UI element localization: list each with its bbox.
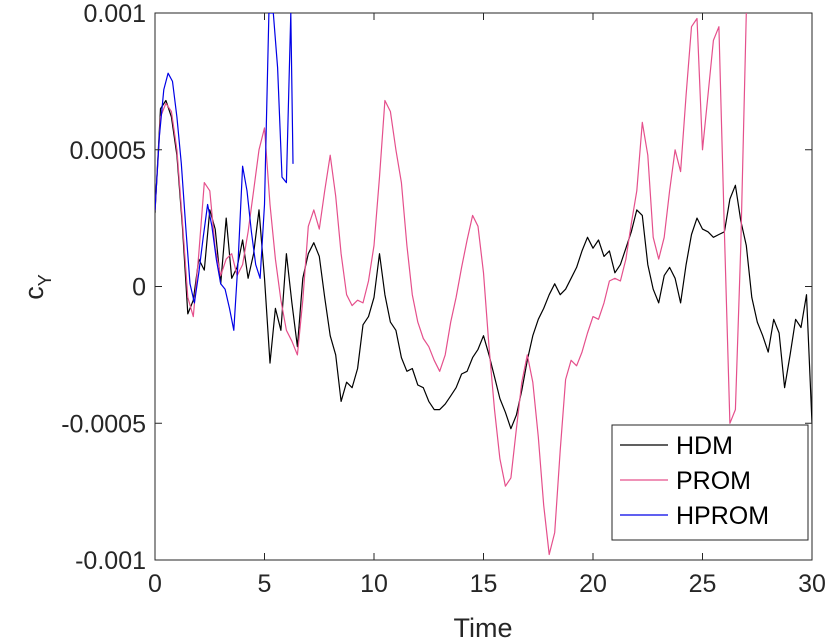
y-axis-label-subscript: Y: [35, 274, 55, 286]
series-layer: [155, 13, 812, 556]
series-line-prom: [155, 13, 747, 556]
y-tick-label: -0.001: [75, 547, 146, 575]
legend-label-prom: PROM: [676, 467, 751, 495]
x-tick-label: 25: [689, 570, 717, 598]
y-tick-label: 0.0005: [70, 137, 146, 165]
y-tick-label: 0: [132, 274, 146, 302]
y-axis-label: cY: [19, 274, 55, 300]
x-tick-label: 30: [798, 570, 826, 598]
x-tick-label: 20: [579, 570, 607, 598]
legend-box: [611, 424, 809, 541]
y-tick-label: 0.001: [83, 0, 146, 28]
y-axis-label-main: c: [19, 286, 49, 300]
series-line-hprom: [155, 13, 294, 331]
x-tick-label: 15: [470, 570, 498, 598]
ticks-layer: 0 5 10 15 20 25 30 -0.001 -0.0005 0 0.0005 0.001: [61, 0, 826, 598]
x-tick-label: 5: [258, 570, 272, 598]
legend-label-hdm: HDM: [676, 432, 733, 460]
x-tick-label: 0: [148, 570, 162, 598]
series-line-hdm: [155, 99, 812, 430]
legend: HDM PROM HPROM: [611, 424, 809, 541]
x-tick-label: 10: [360, 570, 388, 598]
x-axis-label: Time: [454, 613, 513, 640]
legend-label-hprom: HPROM: [676, 502, 769, 530]
y-tick-label: -0.0005: [61, 410, 146, 438]
